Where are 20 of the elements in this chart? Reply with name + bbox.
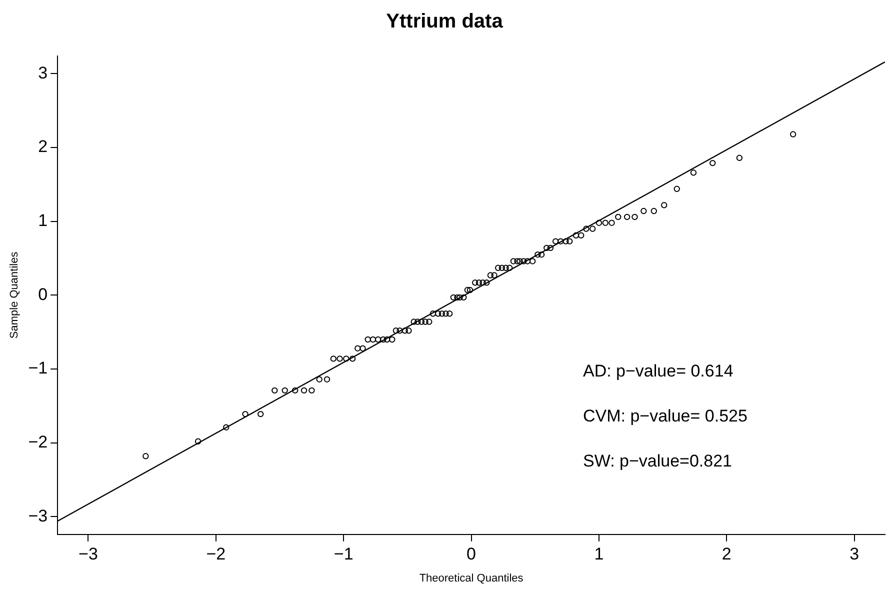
x-tick-label: −3 [78,544,98,564]
y-tick-label: −2 [28,432,48,452]
y-tick-label: −1 [28,358,48,378]
x-tick-label: 1 [594,544,604,564]
annotation: SW: p−value=0.821 [582,451,732,470]
x-tick-label: −2 [206,544,226,564]
x-axis-title: Theoretical Quantiles [419,572,524,584]
x-tick-label: 3 [850,544,860,564]
y-tick-label: −3 [28,506,48,526]
y-tick-label: 1 [38,211,48,230]
y-tick-label: 0 [38,284,48,304]
y-tick-label: 3 [38,63,48,82]
annotation: AD: p−value= 0.614 [582,361,734,380]
y-axis-title: Sample Quantiles [8,251,21,339]
annotation: CVM: p−value= 0.525 [582,406,748,426]
y-tick-label: 2 [38,137,48,156]
chart-title: Yttrium data [386,10,504,33]
x-tick-label: 0 [466,544,476,564]
x-tick-label: −1 [334,544,354,564]
x-tick-label: 2 [722,544,732,564]
